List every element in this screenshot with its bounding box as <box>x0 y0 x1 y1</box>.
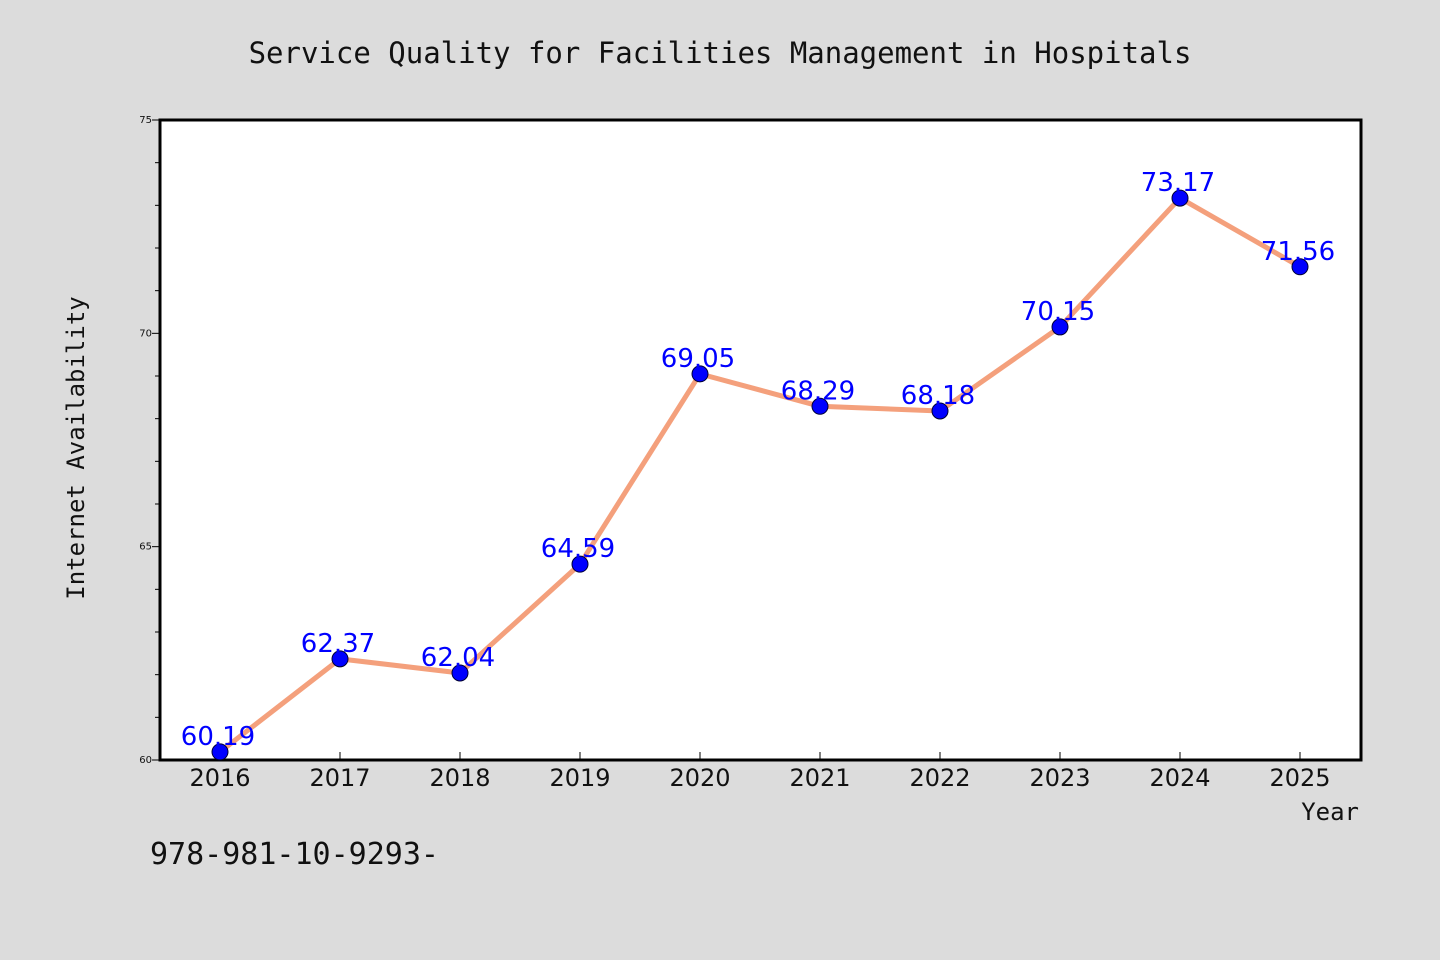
y-minor-ticks <box>155 162 160 718</box>
data-label: 70.15 <box>1021 297 1095 327</box>
data-point-marker <box>1291 258 1309 276</box>
data-label: 68.29 <box>781 376 855 406</box>
data-point-marker <box>1051 318 1069 336</box>
data-label: 64.59 <box>541 534 615 564</box>
data-point-marker <box>811 397 829 415</box>
footer-text: 978-981-10-9293- <box>150 837 439 872</box>
x-tick-label: 2019 <box>549 764 610 792</box>
series-line <box>217 195 1303 755</box>
data-point-marker <box>691 365 709 383</box>
data-point-marker <box>571 555 589 573</box>
data-point-marker <box>1171 189 1189 207</box>
series-line-group <box>217 195 1303 755</box>
plot-area <box>158 118 1363 762</box>
y-axis-title: Internet Availability <box>62 296 90 599</box>
data-point-marker <box>931 402 949 420</box>
data-labels-group: 60.19 62.37 62.04 64.59 69.05 68.29 68.18 70.15… <box>181 168 1335 752</box>
x-tick-label: 2022 <box>909 764 970 792</box>
series-markers-group <box>211 189 1309 761</box>
data-label: 62.04 <box>421 643 495 673</box>
data-label: 73.17 <box>1141 168 1215 198</box>
x-tick-label: 2018 <box>429 764 490 792</box>
data-label: 69.05 <box>661 344 735 374</box>
chart-title: Service Quality for Facilities Managemen… <box>249 36 1192 70</box>
x-axis-title: Year <box>1301 798 1359 826</box>
x-tick-label: 2025 <box>1269 764 1330 792</box>
y-axis-ticks: 60 65 70 75 <box>139 115 160 766</box>
y-tick-label: 75 <box>139 115 152 126</box>
x-tick-label: 2017 <box>309 764 370 792</box>
data-point-marker <box>211 743 229 761</box>
x-tick-label: 2023 <box>1029 764 1090 792</box>
data-label: 71.56 <box>1261 237 1335 267</box>
y-tick-label: 65 <box>139 542 152 553</box>
x-tick-label: 2020 <box>669 764 730 792</box>
y-tick-label: 60 <box>139 755 152 766</box>
data-label: 62.37 <box>301 629 375 659</box>
x-axis-ticks: 2016 2017 2018 2019 2020 2021 2022 2023 2024 2025 <box>189 752 1331 792</box>
x-tick-label: 2021 <box>789 764 850 792</box>
data-label: 68.18 <box>901 381 975 411</box>
data-point-marker <box>331 650 349 668</box>
data-label: 60.19 <box>181 722 255 752</box>
data-point-marker <box>451 664 469 682</box>
x-tick-label: 2016 <box>189 764 250 792</box>
x-tick-label: 2024 <box>1149 764 1210 792</box>
y-tick-label: 70 <box>139 328 152 339</box>
